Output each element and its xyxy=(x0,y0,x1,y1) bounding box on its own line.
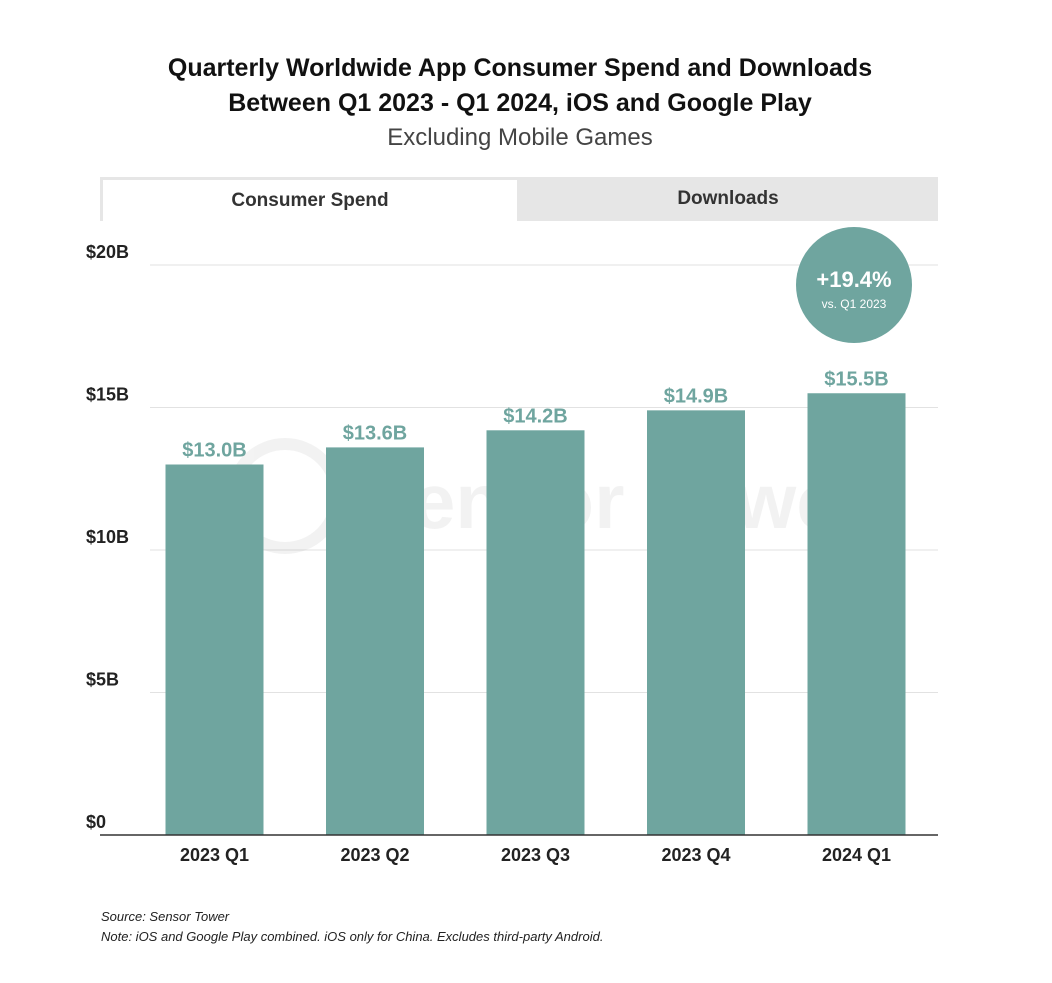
tab-consumer-spend[interactable]: Consumer Spend xyxy=(103,180,517,221)
growth-callout: +19.4% vs. Q1 2023 xyxy=(796,227,912,343)
x-axis-tick-labels: 2023 Q1 2023 Q2 2023 Q3 2023 Q4 2024 Q1 xyxy=(180,845,891,865)
bar-value-label: $15.5B xyxy=(824,368,889,390)
bar-value-labels: $13.0B $13.6B $14.2B $14.9B $15.5B xyxy=(182,368,889,461)
bar-value-label: $13.6B xyxy=(343,422,408,444)
y-tick-label: $20B xyxy=(86,242,129,262)
bar xyxy=(807,393,906,835)
x-tick-label: 2023 Q3 xyxy=(501,845,570,865)
chart-title-line-1: Quarterly Worldwide App Consumer Spend a… xyxy=(167,54,873,82)
x-tick-label: 2024 Q1 xyxy=(822,845,891,865)
bar xyxy=(486,430,585,835)
footnote: Note: iOS and Google Play combined. iOS … xyxy=(101,929,604,944)
bar-value-label: $14.2B xyxy=(503,405,568,427)
y-axis-tick-labels: $0 $5B $10B $15B $20B xyxy=(86,242,129,832)
tab-downloads[interactable]: Downloads xyxy=(677,188,779,209)
watermark-text: Sensor Tower xyxy=(360,457,870,545)
y-tick-label: $10B xyxy=(86,527,129,547)
bars xyxy=(165,393,906,835)
growth-callout-value: +19.4% xyxy=(816,267,891,292)
metric-tab-bar: Consumer Spend Downloads xyxy=(100,177,938,221)
chart-subtitle: Excluding Mobile Games xyxy=(387,124,653,151)
x-tick-label: 2023 Q2 xyxy=(340,845,409,865)
growth-callout-caption: vs. Q1 2023 xyxy=(822,297,887,311)
bar-value-label: $14.9B xyxy=(664,385,729,407)
bar-value-label: $13.0B xyxy=(182,440,247,462)
bar xyxy=(647,410,745,835)
chart-title-line-2: Between Q1 2023 - Q1 2024, iOS and Googl… xyxy=(228,89,812,117)
y-tick-label: $5B xyxy=(86,670,119,690)
x-tick-label: 2023 Q1 xyxy=(180,845,249,865)
y-tick-label: $15B xyxy=(86,385,129,405)
bar xyxy=(326,447,424,835)
x-tick-label: 2023 Q4 xyxy=(661,845,730,865)
source-note: Source: Sensor Tower xyxy=(101,909,230,924)
bar xyxy=(165,464,264,835)
y-tick-label: $0 xyxy=(86,812,106,832)
growth-callout-badge xyxy=(796,227,912,343)
